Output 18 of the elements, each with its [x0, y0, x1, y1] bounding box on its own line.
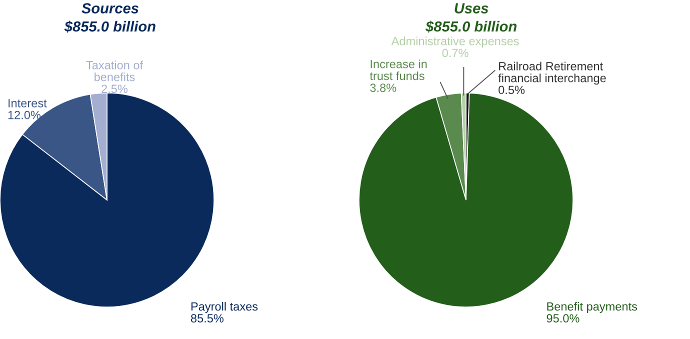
data-label: 12.0% — [8, 110, 41, 120]
chart-title: Sources — [82, 3, 138, 14]
data-label: 0.7% — [442, 48, 468, 58]
slice-label: Benefit payments — [547, 302, 638, 313]
data-label: 2.5% — [102, 84, 128, 94]
data-label: 85.5% — [190, 314, 224, 323]
slice-label: Taxation of benefits — [86, 60, 144, 82]
data-label: 0.5% — [498, 86, 525, 94]
chart-subtitle: $855.0 billion — [425, 20, 517, 33]
chart-title: Uses — [454, 3, 488, 14]
slice-label: Interest — [8, 99, 47, 108]
slice-label: Payroll taxes — [191, 302, 258, 313]
slice-label: Increase in trust funds — [370, 60, 427, 80]
slice-label: Administrative expenses — [391, 36, 519, 48]
data-label: 3.8% — [370, 84, 396, 92]
chart-subtitle: $855.0 billion — [64, 20, 156, 33]
data-label: 95.0% — [546, 314, 580, 323]
slice-label: Railroad Retirement financial interchange — [498, 62, 606, 85]
